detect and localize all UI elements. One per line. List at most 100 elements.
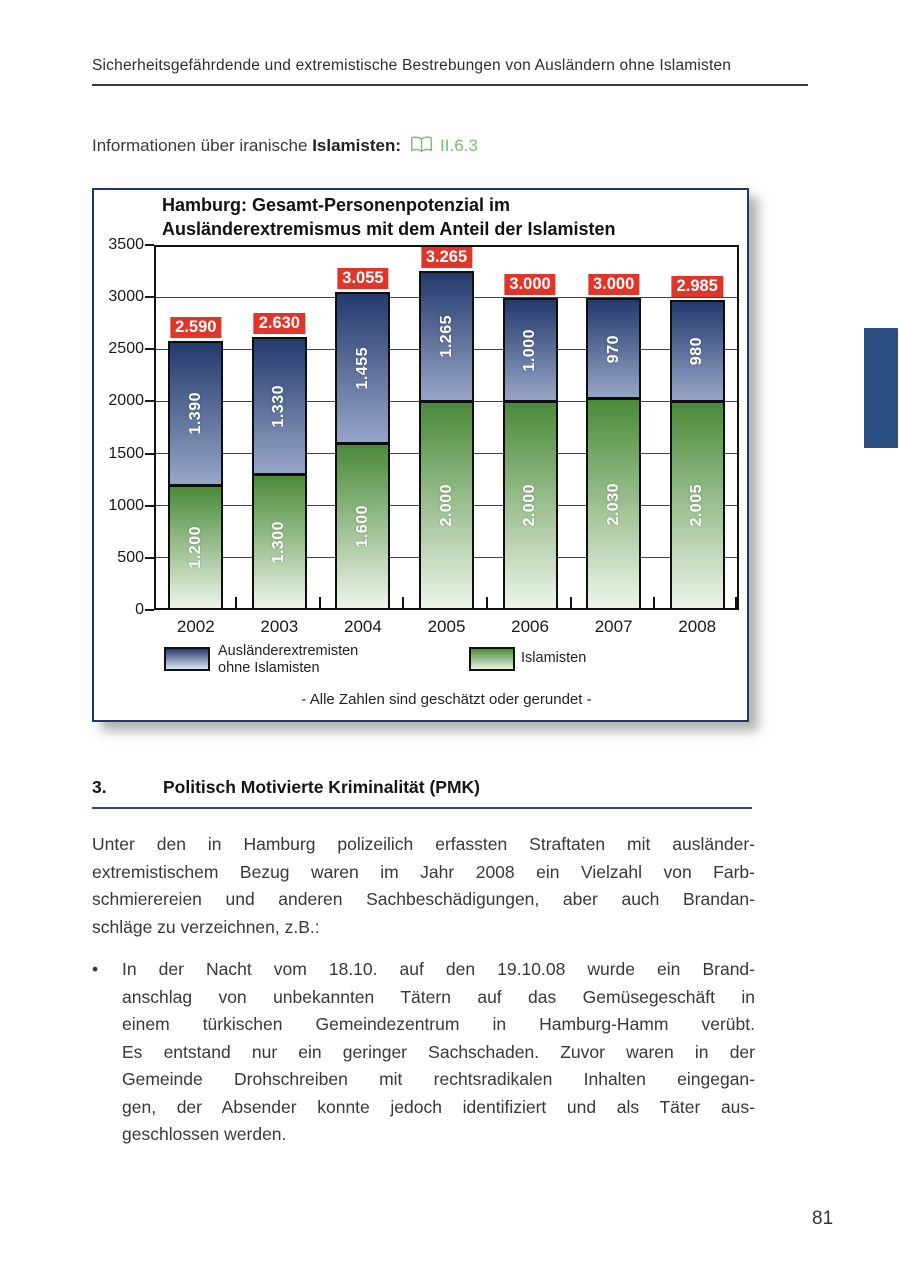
x-axis-tick	[653, 597, 656, 608]
legend-label-line1: Ausländerextremisten	[218, 643, 359, 659]
total-value-badge: 3.000	[504, 274, 556, 296]
y-axis-tick	[145, 504, 154, 507]
info-prefix: Informationen über iranische	[92, 136, 308, 155]
paragraph-line: schmierereien und anderen Sachbeschädigu…	[92, 889, 755, 909]
bar-value-label: 1.330	[270, 384, 288, 428]
bar-value-label: 1.300	[270, 520, 288, 564]
section-number: 3.	[92, 777, 107, 797]
chart-panel: Hamburg: Gesamt-Personenpotenzial im Aus…	[92, 188, 749, 722]
info-colon: :	[395, 136, 402, 155]
bar-value-label: 2.005	[688, 484, 706, 527]
legend-label-line2: ohne Islamisten	[218, 660, 320, 676]
bullet-marker: •	[92, 959, 99, 979]
total-value-badge: 2.630	[253, 312, 305, 334]
bar-value-label: 2.030	[604, 482, 622, 526]
y-axis-tick-label: 2500	[108, 340, 144, 358]
reference-label: II.6.3	[440, 136, 478, 155]
bar-segment-islamisten: 2.030	[586, 398, 642, 610]
legend-label-islamisten: Islamisten	[521, 650, 587, 666]
x-axis-tick	[235, 597, 238, 608]
bar-value-label: 1.265	[437, 315, 455, 358]
bullet-line: geschlossen werden.	[122, 1124, 287, 1144]
section-title: Politisch Motivierte Kriminalität (PMK)	[163, 777, 480, 797]
bar-segment-islamisten: 2.000	[419, 401, 474, 610]
y-axis-tick	[145, 452, 154, 455]
y-axis-tick-label: 3500	[108, 236, 144, 253]
legend-swatch-islamisten	[469, 647, 515, 671]
bar-segment-auslaenderextremisten: 1.000	[502, 298, 558, 403]
y-axis-tick-label: 1000	[108, 496, 144, 514]
bar-segment-auslaenderextremisten: 1.455	[335, 292, 391, 445]
chart-footnote: - Alle Zahlen sind geschätzt oder gerund…	[301, 691, 592, 708]
section-heading: 3. Politisch Motivierte Kriminalität (PM…	[92, 777, 752, 809]
bar-segment-auslaenderextremisten: 1.265	[419, 270, 474, 403]
bar-value-label: 2.000	[437, 484, 455, 527]
total-value-badge: 2.985	[671, 275, 723, 297]
bullet-line: Gemeinde Drohschreiben mit rechtsradikal…	[122, 1069, 755, 1089]
legend-label-auslaenderextremisten: Ausländerextremisten ohne Islamisten	[218, 643, 358, 677]
total-value-badge: 2.590	[170, 316, 222, 338]
y-axis-tick	[145, 296, 154, 299]
legend-swatch-auslaenderextremisten	[164, 647, 210, 671]
bar-value-label: 980	[688, 336, 706, 365]
bar-segment-auslaenderextremisten: 1.390	[168, 340, 224, 486]
x-axis-category-label: 2005	[427, 617, 466, 636]
bar-segment-auslaenderextremisten: 980	[669, 299, 725, 402]
x-axis-category-label: 2003	[260, 617, 299, 636]
page-number: 81	[812, 1208, 834, 1229]
paragraph-line: schläge zu verzeichnen, z.B.:	[92, 916, 320, 937]
x-axis-category-label: 2007	[594, 617, 633, 636]
x-axis-tick	[402, 597, 405, 608]
bar-value-label: 1.600	[353, 505, 371, 548]
x-axis-category-label: 2004	[344, 617, 382, 636]
total-value-badge: 3.055	[337, 268, 389, 290]
bar-value-label: 970	[604, 334, 622, 363]
bullet-item: • In der Nacht vom 18.10. auf den 19.10.…	[92, 956, 755, 1149]
bar-value-label: 1.390	[186, 392, 204, 435]
bullet-line: gen, der Absender konnte jedoch identifi…	[122, 1096, 755, 1117]
y-axis-tick-label: 3000	[108, 288, 144, 306]
bullet-line: Es entstand nur ein geringer Sachschaden…	[122, 1041, 755, 1062]
bar-value-label: 2.000	[521, 484, 539, 527]
chart-title-line2: Ausländerextremismus mit dem Anteil der …	[162, 218, 616, 239]
bar-value-label: 1.200	[186, 526, 204, 569]
x-axis-tick	[318, 597, 321, 608]
total-value-badge: 3.265	[420, 246, 473, 268]
x-axis-tick	[569, 597, 572, 608]
bar-segment-islamisten: 2.000	[502, 401, 558, 610]
bar-segment-islamisten: 1.200	[168, 484, 224, 610]
running-header: Sicherheitsgefährdende und extremistisch…	[92, 57, 808, 86]
bullet-text: In der Nacht vom 18.10. auf den 19.10.08…	[122, 956, 755, 1149]
paragraph-line: extremistischem Bezug waren im Jahr 2008…	[92, 861, 755, 882]
bullet-line: einem türkischen Gemeindezentrum in Hamb…	[122, 1014, 755, 1034]
x-axis-tick	[486, 597, 488, 608]
chart-title-line1: Hamburg: Gesamt-Personenpotenzial im	[162, 195, 511, 215]
total-value-badge: 3.000	[587, 274, 640, 296]
bar-segment-islamisten: 1.300	[251, 474, 307, 610]
bullet-line: In der Nacht vom 18.10. auf den 19.10.08…	[122, 959, 755, 979]
bar-value-label: 1.000	[521, 329, 539, 372]
x-axis-tick	[735, 597, 737, 608]
cross-reference-line: Informationen über iranische Islamisten:…	[92, 134, 478, 158]
y-axis-tick	[145, 244, 154, 246]
x-axis-category-label: 2006	[511, 617, 549, 636]
y-axis-tick	[145, 400, 154, 403]
x-axis-category-label: 2008	[678, 617, 717, 636]
x-axis-category-label: 2002	[176, 617, 215, 636]
y-axis-tick	[145, 348, 154, 351]
bar-value-label: 1.455	[353, 347, 371, 390]
bullet-line: anschlag von unbekannten Tätern auf das …	[122, 986, 755, 1007]
section-reference-link[interactable]: II.6.3	[401, 134, 478, 158]
page-edge-tab	[864, 328, 898, 448]
y-axis-tick	[145, 556, 154, 559]
bar-segment-auslaenderextremisten: 970	[586, 298, 642, 400]
y-axis-tick-label: 1500	[108, 444, 144, 462]
info-bold-word: Islamisten	[312, 136, 396, 155]
y-axis-tick-label: 2000	[108, 392, 144, 410]
body-paragraph: Unter den in Hamburg polizeilich erfasst…	[92, 831, 755, 941]
open-book-icon	[410, 136, 433, 158]
y-axis-tick	[145, 609, 154, 611]
bar-segment-auslaenderextremisten: 1.330	[251, 336, 307, 476]
y-axis-tick-label: 500	[117, 548, 144, 566]
